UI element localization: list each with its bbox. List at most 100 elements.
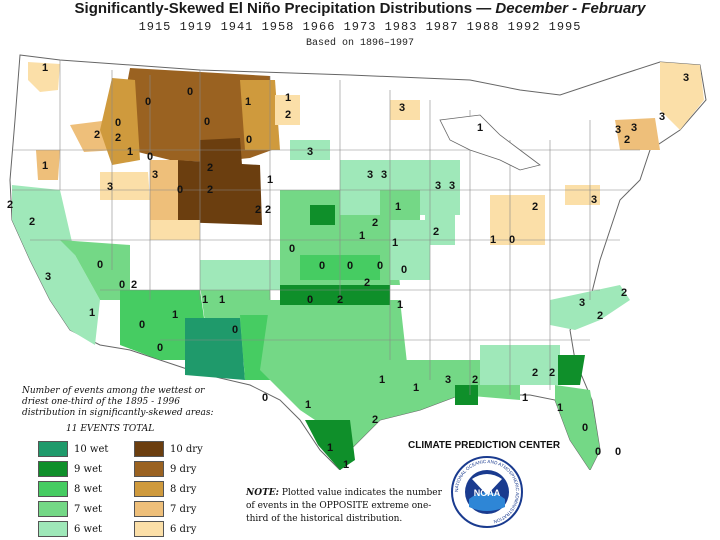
map-label: 3 (367, 169, 373, 181)
legend-item: 8 dry (134, 480, 234, 498)
map-label: 1 (127, 146, 133, 158)
map-label: 0 (119, 279, 125, 291)
map-label: 3 (152, 169, 158, 181)
map-label: 0 (595, 446, 601, 458)
map-label: 3 (591, 194, 597, 206)
legend-item: 7 wet (38, 500, 138, 518)
map-label: 2 (532, 367, 538, 379)
legend-caption: Number of events among the wettest or dr… (22, 386, 214, 418)
map-label: 1 (343, 459, 349, 470)
map-label: 3 (399, 102, 405, 114)
map-label: 2 (372, 217, 378, 229)
map-label: 0 (289, 243, 295, 255)
map-label: 0 (157, 342, 163, 354)
map-label: 1 (490, 234, 496, 246)
map-label: 2 (207, 184, 213, 196)
legend-swatch (134, 501, 164, 517)
map-label: 2 (372, 414, 378, 426)
map-label: 2 (265, 204, 271, 216)
map-label: 2 (597, 310, 603, 322)
map-label: 1 (392, 237, 398, 249)
region-oh-dry (490, 195, 545, 245)
map-label: 2 (131, 279, 137, 291)
map-label: 1 (172, 309, 178, 321)
legend-swatch (38, 521, 68, 537)
map-label: 2 (29, 216, 35, 228)
region-id-dry (100, 78, 140, 165)
region-ia-wet (310, 205, 335, 225)
map-label: 2 (532, 201, 538, 213)
map-label: 1 (522, 392, 528, 404)
page-title: Significantly-Skewed El Niño Precipitati… (74, 0, 646, 17)
legend-swatch (134, 441, 164, 457)
map-label: 2 (621, 287, 627, 299)
map-label: 3 (445, 374, 451, 386)
legend-wet-column: 10 wet 9 wet 8 wet 7 wet 6 wet (38, 440, 138, 540)
region-co-wet (200, 260, 280, 290)
map-label: 0 (187, 86, 193, 98)
map-label: 3 (449, 180, 455, 192)
map-label: 0 (204, 116, 210, 128)
map-label: 0 (377, 260, 383, 272)
map-label: 0 (177, 184, 183, 196)
region-wy-dry (175, 160, 262, 225)
map-label: 3 (659, 111, 665, 123)
map-label: 0 (307, 294, 313, 306)
region-tx-wet-south (305, 420, 355, 470)
region-mo-wet (390, 220, 430, 280)
map-label: 2 (115, 132, 121, 144)
legend-item: 9 dry (134, 460, 234, 478)
map-note: NOTE: Plotted value indicates the number… (246, 488, 442, 524)
noaa-logo: NOAA NATIONAL OCEANIC AND ATMOSPHERIC AD… (451, 456, 523, 528)
region-al-wet (480, 345, 560, 385)
map-label: 1 (379, 374, 385, 386)
map-label: 0 (145, 96, 151, 108)
map-label: 2 (433, 226, 439, 238)
legend-item: 9 wet (38, 460, 138, 478)
region-in-wet (425, 195, 455, 245)
region-ca-wet2 (60, 240, 130, 300)
map-label: 1 (42, 62, 48, 74)
map-label: 0 (139, 319, 145, 331)
region-fl-wet (555, 385, 600, 470)
region-nd-dry (275, 95, 300, 125)
map-label: 3 (615, 124, 621, 136)
map-label: 3 (631, 122, 637, 134)
great-lakes (439, 114, 541, 171)
map-label: 1 (413, 382, 419, 394)
map-label: 0 (401, 264, 407, 276)
map-label: 2 (549, 367, 555, 379)
region-wy-dry2 (200, 138, 242, 165)
region-mn-dry (390, 100, 420, 120)
map-label: 0 (509, 234, 515, 246)
map-label: 1 (42, 160, 48, 172)
legend-dry-column: 10 dry 9 dry 8 dry 7 dry 6 dry (134, 440, 234, 540)
legend-item: 6 dry (134, 520, 234, 538)
legend-item: 10 dry (134, 440, 234, 458)
map-label: 2 (94, 129, 100, 141)
map-label: 2 (207, 162, 213, 174)
legend-swatch (38, 481, 68, 497)
map-label: 1 (305, 399, 311, 411)
legend-swatch (38, 461, 68, 477)
map-label: 2 (337, 294, 343, 306)
map-label: 0 (246, 134, 252, 146)
map-label: 0 (582, 422, 588, 434)
map-value-labels: 1 2 0 0 1 1 2 3 2 0 2 0 1 0 2 0 1 3 1 3 … (7, 62, 689, 470)
map-label: 3 (381, 169, 387, 181)
map-label: 1 (327, 442, 333, 454)
legend-item: 8 wet (38, 480, 138, 498)
credit-label: CLIMATE PREDICTION CENTER (408, 440, 561, 451)
map-label: 0 (97, 259, 103, 271)
map-label: 2 (7, 199, 13, 211)
region-nm-wet-core (185, 318, 245, 380)
event-years: 1915 1919 1941 1958 1966 1973 1983 1987 … (138, 20, 582, 34)
region-ga-wet (558, 355, 585, 385)
region-ca-wet (12, 185, 100, 345)
map-label: 3 (435, 180, 441, 192)
map-label: 1 (557, 402, 563, 414)
legend-swatch (38, 501, 68, 517)
map-label: 1 (245, 96, 251, 108)
region-la-wet (455, 385, 478, 405)
map-label: 0 (615, 446, 621, 458)
